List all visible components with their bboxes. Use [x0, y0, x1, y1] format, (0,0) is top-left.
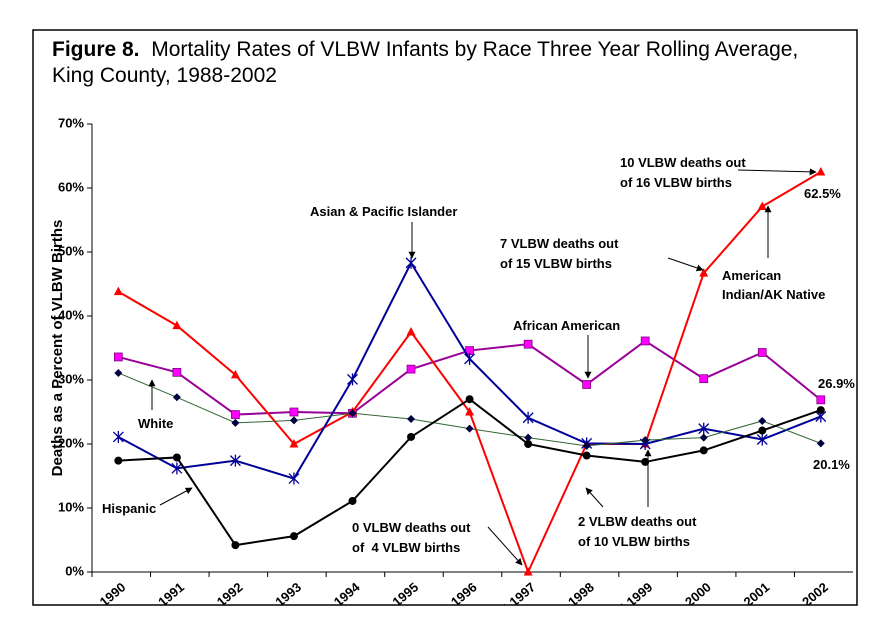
marker [348, 496, 357, 505]
marker [114, 368, 123, 377]
marker [641, 436, 650, 445]
y-tick-label: 70% [58, 115, 84, 130]
marker [699, 433, 708, 442]
title-bold: Figure 8. [52, 38, 140, 61]
marker [464, 352, 476, 365]
marker [231, 541, 240, 550]
marker [582, 441, 591, 450]
arrow [737, 168, 817, 176]
marker [816, 406, 825, 415]
marker [407, 415, 416, 424]
frame [32, 29, 858, 606]
marker [172, 453, 181, 462]
y-tick-label: 40% [58, 307, 84, 322]
marker [640, 336, 650, 346]
y-tick-label: 0% [65, 563, 84, 578]
arrow [585, 487, 604, 508]
y-tick-label: 30% [58, 371, 84, 386]
annotation: of 16 VLBW births [620, 175, 732, 190]
marker [524, 440, 533, 448]
marker [758, 426, 767, 435]
series-line [117, 171, 822, 575]
marker [699, 268, 709, 277]
marker [229, 454, 241, 467]
marker [758, 416, 767, 425]
annotation: 2 VLBW deaths out [578, 514, 697, 529]
marker [347, 373, 358, 386]
marker [171, 462, 183, 475]
marker [113, 286, 123, 296]
marker [172, 320, 182, 330]
marker [406, 327, 416, 336]
marker [816, 439, 825, 448]
series-label: Hispanic [102, 501, 157, 516]
value-label: 26.9% [818, 376, 855, 391]
marker [289, 439, 299, 448]
marker [524, 433, 533, 442]
value-label: 20.1% [813, 457, 850, 472]
marker [407, 432, 416, 441]
marker [699, 446, 708, 455]
series-label: White [138, 416, 174, 431]
marker [816, 395, 826, 405]
marker [289, 532, 298, 541]
marker [757, 348, 767, 357]
chart-title: Figure 8. Mortality Rates of VLBW Infant… [52, 37, 832, 89]
marker [289, 407, 299, 417]
marker [699, 374, 709, 384]
marker [288, 472, 300, 485]
marker [523, 567, 533, 576]
marker [231, 418, 240, 427]
marker [698, 422, 710, 435]
arrow [667, 257, 704, 272]
marker [231, 410, 240, 419]
value-label: 62.5% [804, 186, 841, 201]
series-label: African American [513, 318, 621, 333]
arrow [487, 526, 523, 566]
marker [465, 395, 474, 404]
annotation: of 10 VLBW births [578, 534, 690, 549]
marker [756, 433, 768, 446]
annotation: 10 VLBW deaths out [620, 155, 746, 170]
y-tick-label: 20% [58, 435, 84, 450]
marker [465, 424, 474, 433]
y-tick-label: 50% [58, 243, 84, 258]
series-label: Asian & Pacific Islander [310, 204, 458, 219]
marker [582, 380, 592, 389]
marker [172, 367, 182, 377]
arrow [159, 487, 193, 506]
title-text: Mortality Rates of VLBW Infants by Race … [52, 38, 799, 87]
marker [230, 369, 240, 379]
annotation: of 15 VLBW births [500, 256, 612, 271]
marker [816, 167, 826, 176]
marker [405, 256, 417, 269]
marker [112, 430, 124, 443]
marker [465, 407, 475, 416]
series-label: American Indian/AK Native [722, 268, 826, 302]
marker [523, 339, 533, 349]
marker [522, 411, 534, 424]
y-tick-label: 60% [58, 179, 84, 194]
marker [641, 457, 650, 466]
marker [289, 416, 298, 425]
marker [113, 352, 123, 362]
y-tick-label: 10% [58, 499, 84, 514]
marker [172, 393, 181, 402]
marker [114, 456, 123, 465]
annotation: of 4 VLBW births [352, 540, 461, 555]
annotation: 7 VLBW deaths out [500, 236, 619, 251]
annotation: 0 VLBW deaths out [352, 520, 471, 535]
marker [582, 451, 591, 460]
marker [406, 364, 416, 374]
marker [348, 409, 357, 418]
y-axis-title: Deaths as a Percent of VLBW Births [49, 220, 66, 477]
